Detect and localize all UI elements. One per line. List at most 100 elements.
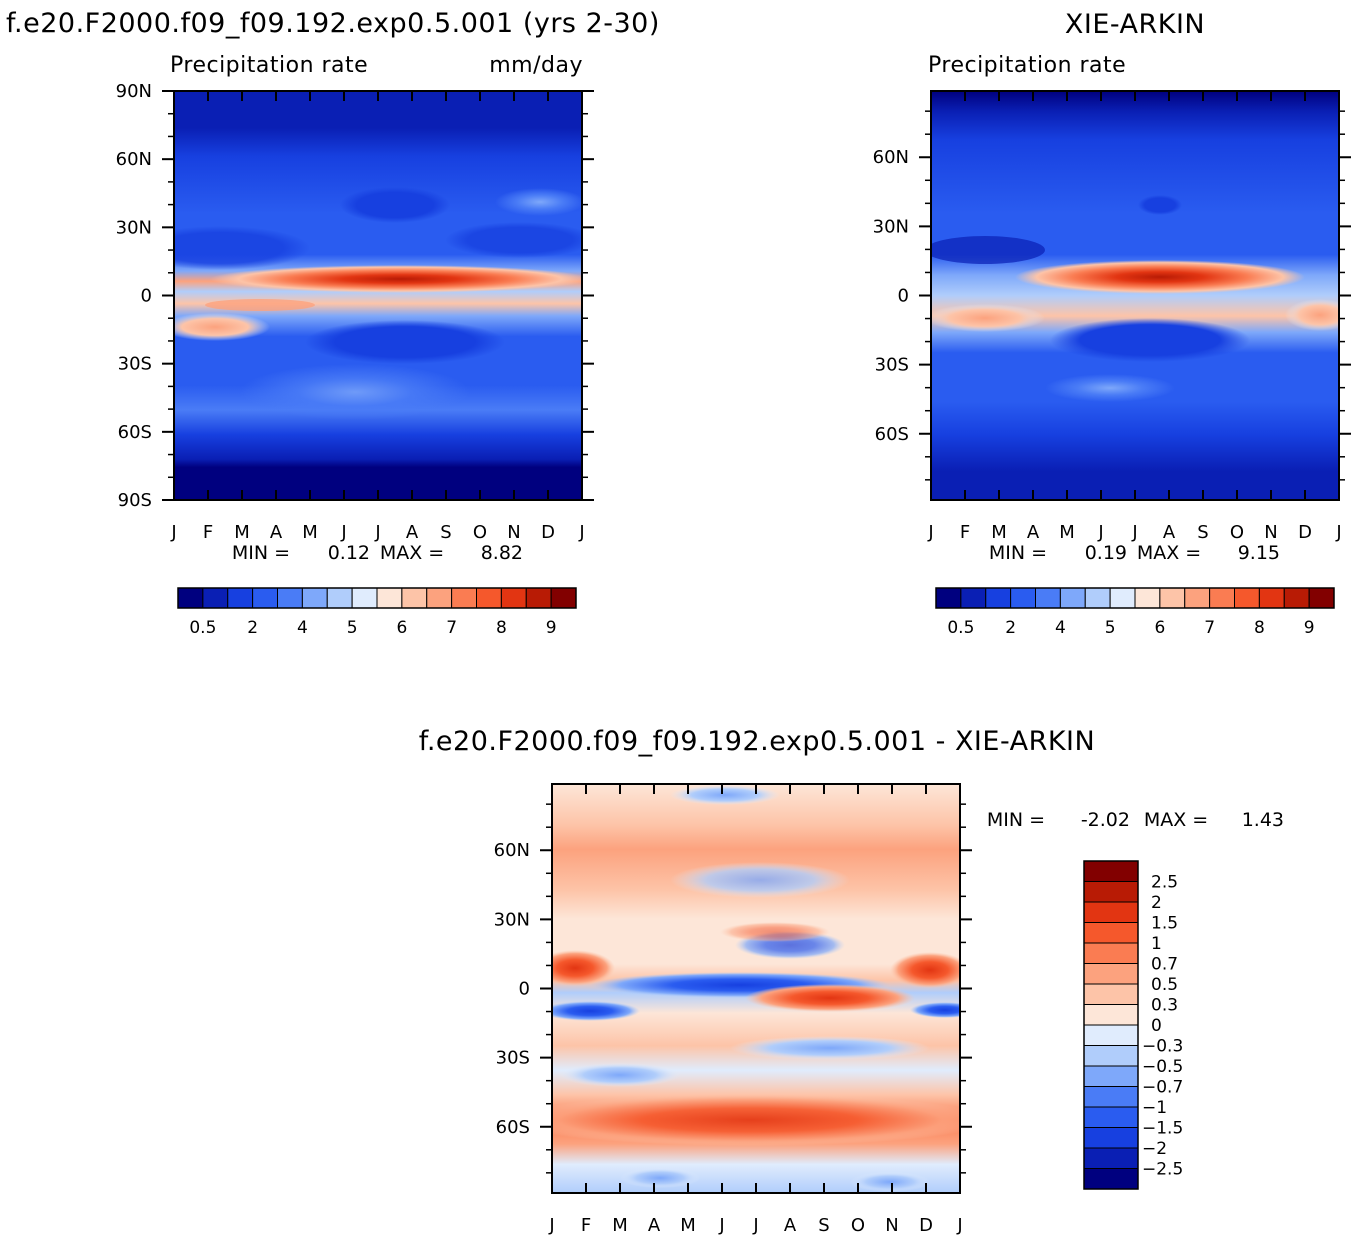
colorbar-label: 2.5 — [1151, 873, 1178, 893]
x-tick-label: J — [1097, 522, 1103, 543]
x-tick-label: O — [851, 1215, 865, 1236]
colorbar-label: 8 — [496, 618, 507, 638]
panel3-colorbar: 2.521.510.70.50.30−0.3−0.5−0.7−1−1.5−2−2… — [1083, 860, 1183, 1190]
colorbar-swatch — [1184, 587, 1211, 609]
colorbar-label: 1 — [1151, 934, 1162, 954]
colorbar-label: 0.5 — [947, 618, 974, 638]
panel2-field — [931, 91, 1339, 500]
x-tick-label: D — [919, 1215, 933, 1236]
colorbar-label: 0.3 — [1151, 996, 1178, 1016]
colorbar-label: −1 — [1142, 1098, 1167, 1118]
x-tick-label: M — [1059, 522, 1075, 543]
x-tick-label: J — [170, 522, 176, 543]
colorbar-label: 2 — [247, 618, 258, 638]
y-tick-label: 60N — [873, 147, 909, 168]
colorbar-swatch — [252, 587, 278, 609]
panel3-field — [552, 784, 960, 1193]
y-tick-label: 90N — [116, 81, 152, 102]
colorbar-swatch — [1083, 1045, 1139, 1067]
x-tick-label: A — [784, 1215, 797, 1236]
colorbar-label: 4 — [1055, 618, 1066, 638]
y-tick-label: 90S — [118, 490, 152, 511]
y-tick-label: 60N — [116, 149, 152, 170]
colorbar-label: 7 — [446, 618, 457, 638]
x-tick-label: A — [270, 522, 283, 543]
panel1-colorbar: 0.5 2 4 5 6 7 8 9 — [177, 587, 577, 638]
y-tick-label: 30N — [116, 217, 152, 238]
x-tick-label: M — [302, 522, 318, 543]
x-tick-label: J — [927, 522, 933, 543]
colorbar-swatch — [277, 587, 303, 609]
x-tick-label: M — [234, 522, 250, 543]
colorbar-swatch — [1083, 942, 1139, 964]
y-tick-label: 30N — [494, 909, 530, 930]
colorbar-swatch — [1083, 1106, 1139, 1128]
y-tick-label: 30S — [496, 1048, 530, 1069]
colorbar-swatch — [326, 587, 353, 609]
colorbar-swatch — [1035, 587, 1061, 609]
colorbar-label: −0.5 — [1142, 1057, 1183, 1077]
colorbar-label: 9 — [1304, 618, 1315, 638]
colorbar-label: 1.5 — [1151, 914, 1178, 934]
x-tick-label: M — [612, 1215, 628, 1236]
colorbar-label: 0.7 — [1151, 955, 1178, 975]
colorbar-swatch — [426, 587, 453, 609]
x-tick-label: A — [406, 522, 419, 543]
colorbar-swatch — [1083, 922, 1139, 944]
panel1-units: mm/day — [489, 53, 583, 78]
x-tick-label: M — [680, 1215, 696, 1236]
x-tick-label: A — [1027, 522, 1040, 543]
colorbar-swatch — [525, 587, 552, 609]
colorbar-swatch — [1083, 963, 1139, 985]
colorbar-swatch — [1083, 1147, 1139, 1169]
colorbar-swatch — [1084, 587, 1111, 609]
panel1-title: f.e20.F2000.f09_f09.192.exp0.5.001 (yrs … — [6, 8, 660, 39]
colorbar-outline — [177, 587, 577, 609]
x-tick-label: J — [578, 522, 584, 543]
colorbar-swatch — [351, 587, 378, 609]
x-tick-label: A — [1163, 522, 1176, 543]
colorbar-swatch — [1234, 587, 1260, 609]
colorbar-label: −2 — [1142, 1139, 1167, 1159]
x-tick-label: N — [885, 1215, 898, 1236]
colorbar-swatch — [1258, 587, 1285, 609]
colorbar-label: −0.3 — [1142, 1037, 1183, 1057]
colorbar-label: 9 — [546, 618, 557, 638]
panel2-colorbar: 0.5 2 4 5 6 7 8 9 — [935, 587, 1335, 638]
y-tick-label: 60S — [496, 1117, 530, 1138]
panel3-min-value: -2.02 — [1081, 809, 1130, 831]
colorbar-swatch — [1134, 587, 1161, 609]
y-tick-label: 30S — [118, 354, 152, 375]
colorbar-swatch — [1209, 587, 1235, 609]
x-tick-label: F — [203, 522, 213, 543]
y-tick-label: 60N — [494, 840, 530, 861]
colorbar-outline — [1083, 860, 1139, 1190]
panel1-min-value: 0.12 — [328, 542, 370, 564]
colorbar-label: 8 — [1254, 618, 1265, 638]
colorbar-label: 0.5 — [189, 618, 216, 638]
colorbar-swatch — [177, 587, 204, 609]
y-tick-label: 30S — [875, 355, 909, 376]
colorbar-label: 6 — [396, 618, 407, 638]
colorbar-swatch — [1308, 587, 1335, 609]
panel2-min-label: MIN = — [989, 542, 1047, 564]
x-tick-label: D — [541, 522, 555, 543]
colorbar-swatch — [202, 587, 229, 609]
colorbar-swatch — [550, 587, 577, 609]
colorbar-swatch — [301, 587, 328, 609]
colorbar-swatch — [985, 587, 1012, 609]
colorbar-label: 5 — [1105, 618, 1116, 638]
colorbar-label: 4 — [297, 618, 308, 638]
x-tick-label: D — [1298, 522, 1312, 543]
y-tick-label: 60S — [118, 422, 152, 443]
colorbar-swatch — [227, 587, 254, 609]
x-tick-label: J — [956, 1215, 962, 1236]
colorbar-swatch — [1109, 587, 1136, 609]
colorbar-label: 6 — [1154, 618, 1165, 638]
panel2-title: XIE-ARKIN — [1065, 9, 1205, 40]
panel2-subtitle: Precipitation rate — [928, 53, 1126, 78]
colorbar-swatch — [1083, 881, 1139, 903]
